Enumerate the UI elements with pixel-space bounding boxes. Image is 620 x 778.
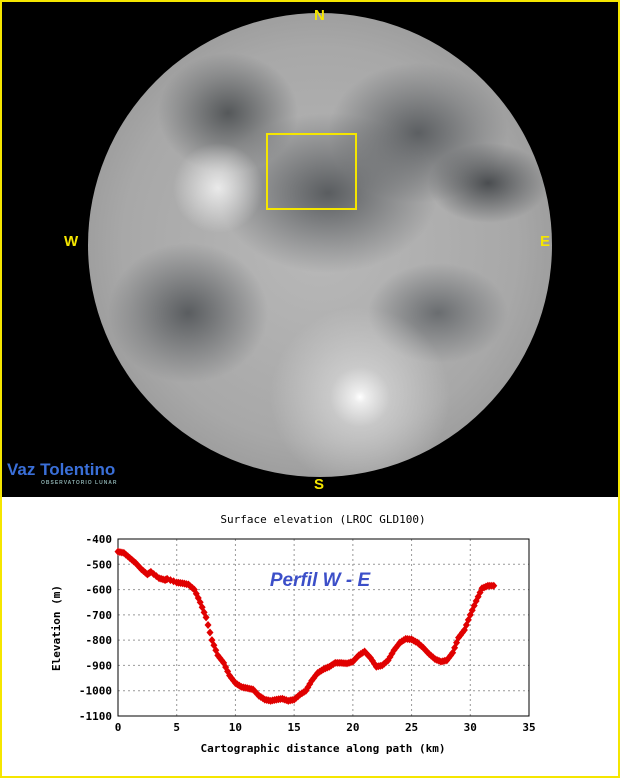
data-point — [460, 626, 468, 635]
y-tick-label: -900 — [86, 659, 113, 672]
data-point-fill — [312, 671, 320, 680]
data-point — [202, 613, 210, 622]
data-point — [490, 581, 498, 590]
elevation-chart: Surface elevation (LROC GLD100) 0 5 10 15 20… — [50, 513, 536, 755]
y-axis-label: Elevation (m) — [50, 585, 63, 671]
data-point-fill — [447, 651, 455, 660]
data-point — [249, 685, 257, 694]
y-tick-label: -600 — [86, 584, 113, 597]
west-label: W — [64, 233, 79, 250]
x-tick-label: 10 — [229, 721, 242, 734]
data-point-fill — [150, 569, 158, 578]
data-point-fill — [445, 653, 453, 662]
data-point — [449, 648, 457, 657]
logo-subtext: OBSERVATORIO LUNAR — [41, 480, 118, 486]
x-tick-label: 20 — [346, 721, 359, 734]
east-label: E — [540, 233, 551, 250]
profile-annotation: Perfil W - E — [270, 570, 372, 591]
data-point-fill — [470, 601, 478, 610]
y-tick-label: -1000 — [79, 685, 112, 698]
y-tick-label: -1100 — [79, 710, 112, 723]
moon-image: N S W E Vaz Tolentino OBSERVATORIO LUNAR — [2, 2, 618, 497]
moon-disc — [88, 13, 552, 477]
data-point — [466, 610, 474, 619]
data-point-fill — [458, 628, 466, 637]
south-label: S — [314, 476, 325, 493]
data-point — [220, 658, 228, 667]
north-label: N — [314, 7, 325, 24]
data-point-fill — [206, 628, 214, 637]
x-axis-label: Cartographic distance along path (km) — [200, 742, 445, 755]
x-tick-label: 0 — [115, 721, 122, 734]
data-point-fill — [423, 647, 431, 656]
plot-frame — [117, 538, 530, 717]
data-point — [147, 567, 155, 576]
x-tick-label: 25 — [405, 721, 418, 734]
logo-text: Vaz Tolentino — [7, 460, 116, 479]
data-point-fill — [204, 620, 212, 629]
y-tick-label: -700 — [86, 609, 113, 622]
region-highlight-box — [266, 133, 357, 210]
chart-title: Surface elevation (LROC GLD100) — [220, 513, 425, 526]
data-point-fill — [388, 649, 396, 658]
y-tick-label: -800 — [86, 634, 113, 647]
x-tick-label: 35 — [522, 721, 535, 734]
data-point — [196, 598, 204, 607]
x-tick-label: 5 — [173, 721, 180, 734]
y-tick-label: -500 — [86, 558, 113, 571]
data-point-fill — [253, 689, 261, 698]
x-tick-label: 15 — [288, 721, 301, 734]
y-tick-label: -400 — [86, 533, 113, 546]
data-point-fill — [210, 641, 218, 650]
data-point — [308, 676, 316, 685]
data-point-fill — [457, 631, 464, 640]
data-point-fill — [310, 674, 318, 683]
data-point-fill — [218, 656, 226, 665]
data-point — [455, 633, 463, 642]
data-series — [114, 547, 498, 705]
x-tick-label: 30 — [464, 721, 477, 734]
data-point-fill — [476, 588, 484, 597]
logo: Vaz Tolentino OBSERVATORIO LUNAR — [7, 460, 118, 487]
data-point-fill — [304, 683, 312, 692]
